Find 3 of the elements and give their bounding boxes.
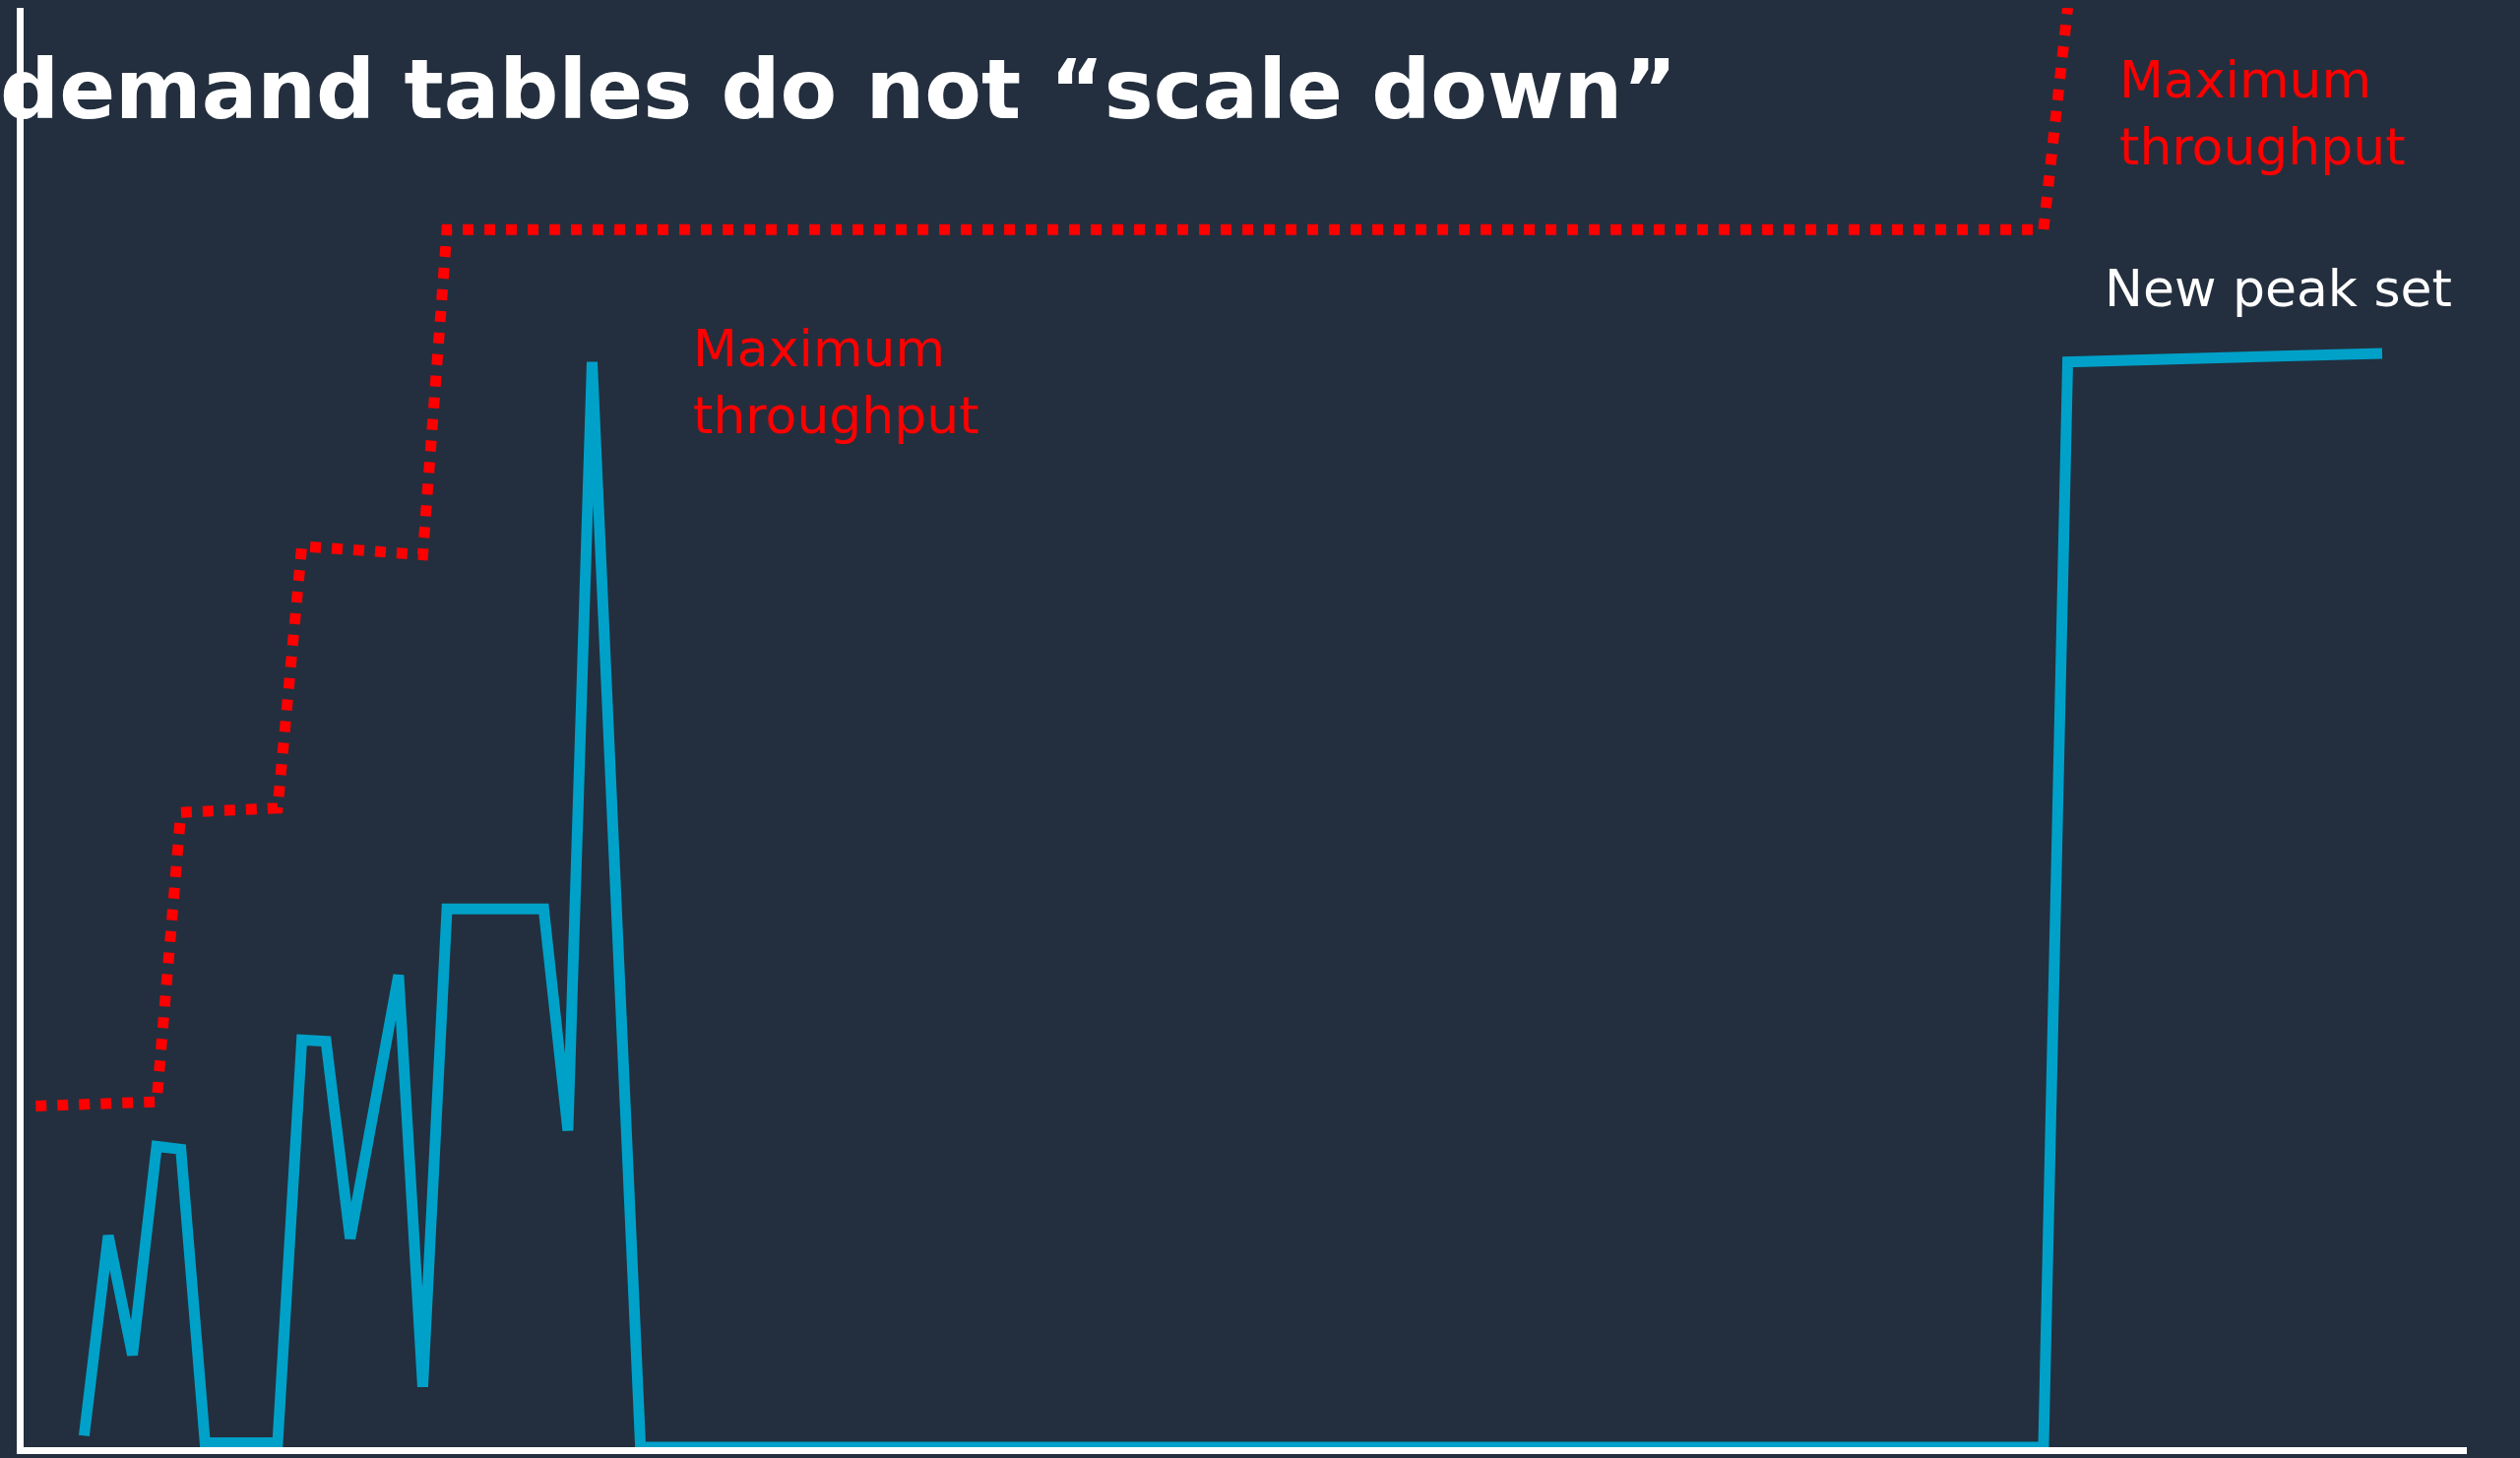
annotation: Maximum throughput — [693, 319, 979, 445]
annotation: Maximum throughput — [2119, 50, 2406, 176]
annotation: New peak set — [2105, 259, 2452, 318]
